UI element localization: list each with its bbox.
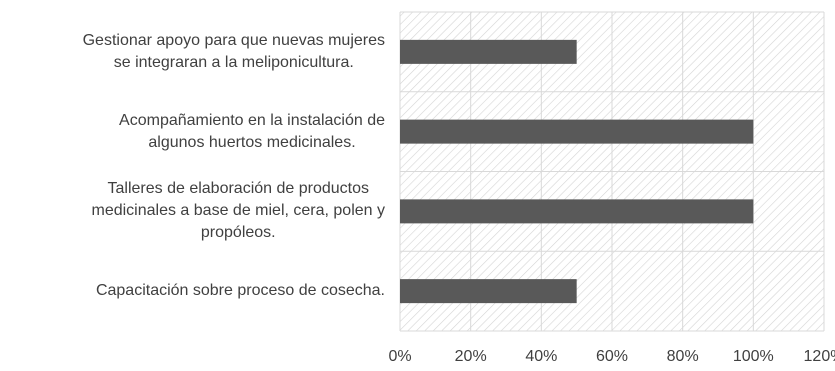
category-label-line: Acompañamiento en la instalación de <box>119 111 385 129</box>
x-tick-label: 80% <box>667 348 699 365</box>
x-tick-label: 120% <box>804 348 835 365</box>
gridlines <box>399 11 825 332</box>
x-tick-label: 100% <box>733 348 774 365</box>
category-label-line: Gestionar apoyo para que nuevas mujeres <box>82 31 385 49</box>
category-label: Talleres de elaboración de productos medi… <box>92 178 386 244</box>
bar <box>400 279 577 304</box>
category-label-line: se integraran a la meliponicultura. <box>113 53 354 71</box>
category-label: Capacitación sobre proceso de cosecha. <box>96 280 385 302</box>
x-tick-label: 40% <box>525 348 557 365</box>
category-label-line: Capacitación sobre proceso de cosecha. <box>95 282 385 300</box>
x-tick-label: 0% <box>388 348 411 365</box>
category-label: Gestionar apoyo para que nuevas mujeres s… <box>83 30 385 74</box>
x-tick-label: 60% <box>596 348 628 365</box>
category-label-line: medicinales a base de miel, cera, polen … <box>91 202 386 220</box>
category-label-line: algunos huertos medicinales. <box>148 133 356 151</box>
category-label: Acompañamiento en la instalación de algun… <box>119 110 385 154</box>
bar <box>400 119 754 144</box>
category-label-line: propóleos. <box>200 224 276 242</box>
x-axis-ticks: 0% 20% 40% 60% 80% 100% 120% <box>388 348 835 365</box>
bar <box>400 39 577 64</box>
category-label-line: Talleres de elaboración de productos <box>107 180 370 198</box>
bars <box>400 39 754 304</box>
x-tick-label: 20% <box>455 348 487 365</box>
bar <box>400 199 754 224</box>
